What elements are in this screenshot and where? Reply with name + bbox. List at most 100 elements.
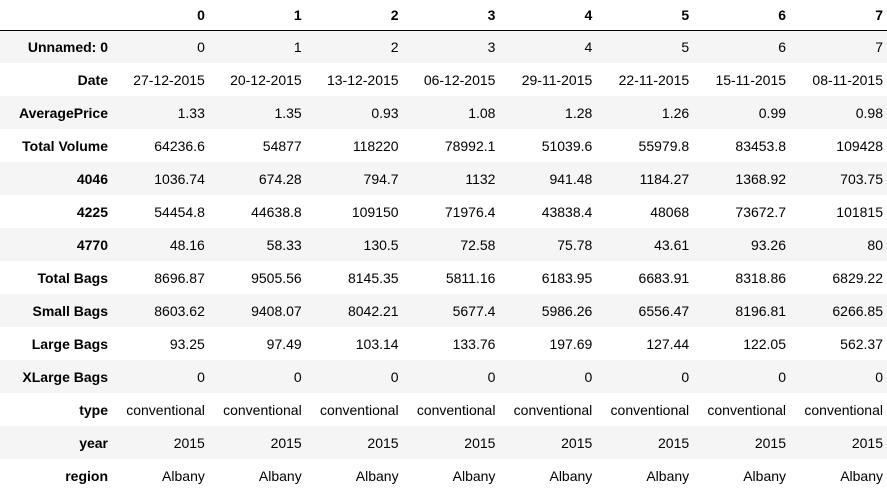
table-cell: 703.75 <box>840 170 883 187</box>
table-cell: 80 <box>867 236 883 253</box>
table-cell: 118220 <box>352 137 399 154</box>
table-body: Unnamed: 0 0 1 2 3 4 5 6 7 Date 27-12-2015 20-12-20… <box>0 30 887 492</box>
column-header: 5 <box>596 0 694 31</box>
table-cell: 7 <box>875 38 883 55</box>
table-cell: conventional <box>513 401 593 418</box>
table-cell: conventional <box>416 401 496 418</box>
table-cell: 127.44 <box>646 335 690 352</box>
column-header: 4 <box>499 0 597 31</box>
table-cell: 8145.35 <box>347 269 399 286</box>
table-cell: 1184.27 <box>639 170 690 187</box>
table-cell: 5677.4 <box>452 302 496 319</box>
column-header: 2 <box>305 0 403 31</box>
table-cell: 73672.7 <box>735 203 787 220</box>
table-row: 4225 54454.8 44638.8 109150 71976.4 43838.4 48… <box>0 195 887 228</box>
column-header: 7 <box>790 0 887 31</box>
table-row: year 2015 2015 2015 2015 2015 2015 2015 2015 <box>0 426 887 459</box>
table-cell: 64236.6 <box>154 137 205 154</box>
table-row: 4770 48.16 58.33 130.5 72.58 75.78 43.61 93.26 8… <box>0 228 887 261</box>
row-label: region <box>65 467 108 484</box>
table-cell: 0.98 <box>855 104 883 121</box>
table-cell: 1 <box>293 38 302 55</box>
table-cell: 2015 <box>270 434 302 451</box>
table-cell: 75.78 <box>557 236 593 253</box>
table-cell: 1036.74 <box>154 170 205 187</box>
table-cell: 5986.26 <box>541 302 593 319</box>
table-cell: 2 <box>390 38 399 55</box>
table-cell: 130.5 <box>363 236 399 253</box>
table-cell: 43.61 <box>654 236 690 253</box>
table-cell: conventional <box>126 401 205 418</box>
table-cell: 51039.6 <box>541 137 593 154</box>
table-cell: 103.14 <box>355 335 399 352</box>
column-header: 1 <box>208 0 306 31</box>
table-cell: 0.93 <box>371 104 399 121</box>
table-cell: 0 <box>681 368 690 385</box>
table-cell: 941.48 <box>549 170 593 187</box>
table-cell: 6829.22 <box>832 269 883 286</box>
table-cell: 55979.8 <box>638 137 690 154</box>
table-cell: Albany <box>549 467 593 484</box>
column-header: 3 <box>402 0 500 31</box>
table-cell: 0 <box>197 38 205 55</box>
row-label: Date <box>77 71 108 88</box>
row-label: Large Bags <box>31 335 108 352</box>
row-label: XLarge Bags <box>22 368 108 385</box>
table-cell: 8042.21 <box>347 302 399 319</box>
table-cell: 8603.62 <box>154 302 205 319</box>
table-row: Date 27-12-2015 20-12-2015 13-12-2015 06-12-… <box>0 63 887 96</box>
table-cell: 133.76 <box>452 335 496 352</box>
table-row: type conventional conventional conventional… <box>0 393 887 426</box>
table-row: Unnamed: 0 0 1 2 3 4 5 6 7 <box>0 30 887 63</box>
table-row: 4046 1036.74 674.28 794.7 1132 941.48 1184.27 1… <box>0 162 887 195</box>
table-cell: 78992.1 <box>444 137 496 154</box>
table-cell: 0 <box>293 368 302 385</box>
table-cell: 2015 <box>367 434 399 451</box>
table-cell: 2015 <box>658 434 690 451</box>
table-cell: 2015 <box>464 434 496 451</box>
table-cell: 2015 <box>851 434 883 451</box>
table-cell: Albany <box>258 467 302 484</box>
table-cell: 674.28 <box>258 170 302 187</box>
row-label: AveragePrice <box>19 104 108 121</box>
table-cell: 22-11-2015 <box>618 71 690 88</box>
row-label: Total Bags <box>37 269 108 286</box>
table-cell: 9505.56 <box>251 269 302 286</box>
table-cell: 5811.16 <box>445 269 496 286</box>
table-cell: 43838.4 <box>541 203 593 220</box>
table-cell: 83453.8 <box>735 137 787 154</box>
table-cell: conventional <box>610 401 690 418</box>
table-cell: 1368.92 <box>735 170 787 187</box>
table-cell: 93.25 <box>169 335 205 352</box>
table-cell: 4 <box>584 38 593 55</box>
table-cell: 29-11-2015 <box>521 71 593 88</box>
table-cell: Albany <box>840 467 883 484</box>
table-cell: 0 <box>584 368 593 385</box>
table-cell: 9408.07 <box>251 302 302 319</box>
table-cell: 1.26 <box>661 104 690 121</box>
row-label: Unnamed: 0 <box>27 38 108 55</box>
table-cell: 1.33 <box>177 104 205 121</box>
table-cell: 1.08 <box>468 104 496 121</box>
table-cell: Albany <box>743 467 787 484</box>
table-cell: 1.28 <box>565 104 593 121</box>
column-header: 0 <box>112 0 209 31</box>
table-row: Large Bags 93.25 97.49 103.14 133.76 197.69 12… <box>0 327 887 360</box>
table-cell: 0 <box>875 368 883 385</box>
table-row: Small Bags 8603.62 9408.07 8042.21 5677.4 598… <box>0 294 887 327</box>
table-row: AveragePrice 1.33 1.35 0.93 1.08 1.28 1.26 0.99… <box>0 96 887 129</box>
table-cell: 5 <box>681 38 690 55</box>
table-cell: 48.16 <box>169 236 205 253</box>
table-cell: conventional <box>804 401 883 418</box>
table-cell: 0.99 <box>758 104 787 121</box>
table-cell: 54454.8 <box>154 203 205 220</box>
row-label: type <box>79 401 108 418</box>
row-label: 4770 <box>76 236 108 253</box>
table-cell: 08-11-2015 <box>812 71 883 88</box>
table-cell: 15-11-2015 <box>715 71 787 88</box>
row-label: 4225 <box>76 203 108 220</box>
table-cell: conventional <box>707 401 787 418</box>
table-cell: 8196.81 <box>735 302 787 319</box>
